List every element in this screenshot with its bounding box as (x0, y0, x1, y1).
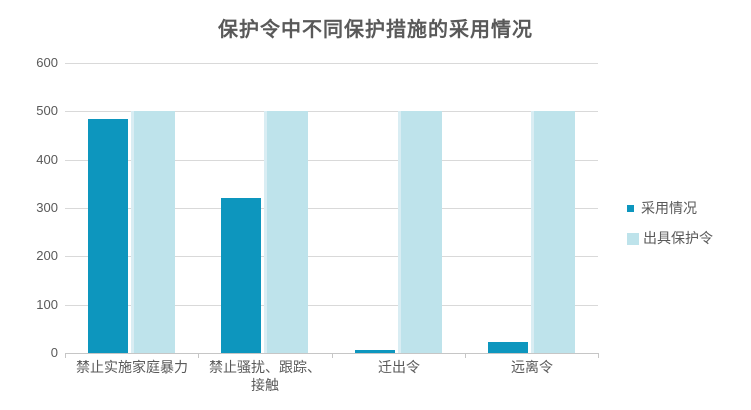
gridline-200 (65, 256, 598, 257)
x-tick (65, 353, 66, 358)
bar-caiyong-qianchuling (355, 350, 395, 353)
legend-label: 出具保护令 (643, 230, 713, 246)
y-tick-label: 500 (36, 103, 58, 118)
legend-item-caiyong: 采用情况 (627, 199, 713, 218)
gridline-300 (65, 208, 598, 209)
x-tick (598, 353, 599, 358)
x-tick (465, 353, 466, 358)
legend-label: 采用情况 (641, 200, 697, 216)
bar-group-1 (65, 63, 198, 353)
y-tick-label: 600 (36, 55, 58, 70)
y-tick-label: 100 (36, 297, 58, 312)
bar-group-3 (332, 63, 465, 353)
x-category-label: 禁止骚扰、跟踪、接触 (209, 359, 321, 393)
bar-chuju-yuanliling (531, 111, 575, 353)
legend: 采用情况 出具保护令 (627, 199, 713, 259)
bar-caiyong-jinzhi-jiabao (88, 118, 128, 353)
bar-chuju-qianchuling (398, 111, 442, 353)
x-tick (198, 353, 199, 358)
legend-item-chuju: 出具保护令 (627, 229, 713, 248)
bar-chuju-jinzhi-saorao (264, 111, 308, 353)
bar-group-2 (198, 63, 331, 353)
x-category-label: 禁止实施家庭暴力 (76, 359, 188, 375)
y-tick-label: 300 (36, 200, 58, 215)
gridline-500 (65, 111, 598, 112)
legend-swatch-icon (627, 232, 639, 245)
x-category-label: 远离令 (511, 359, 553, 375)
legend-swatch-icon (627, 205, 634, 212)
bar-caiyong-jinzhi-saorao (221, 198, 261, 353)
bar-chuju-jinzhi-jiabao (131, 111, 175, 353)
y-tick-label: 200 (36, 248, 58, 263)
x-tick (332, 353, 333, 358)
y-tick-label: 400 (36, 152, 58, 167)
gridline-400 (65, 160, 598, 161)
bar-caiyong-yuanliling (488, 342, 528, 353)
gridline-100 (65, 305, 598, 306)
x-category-label: 迁出令 (378, 359, 420, 375)
gridline-600 (65, 63, 598, 64)
chart-title: 保护令中不同保护措施的采用情况 (218, 19, 533, 41)
bar-group-4 (465, 63, 598, 353)
y-tick-label: 0 (50, 345, 58, 360)
